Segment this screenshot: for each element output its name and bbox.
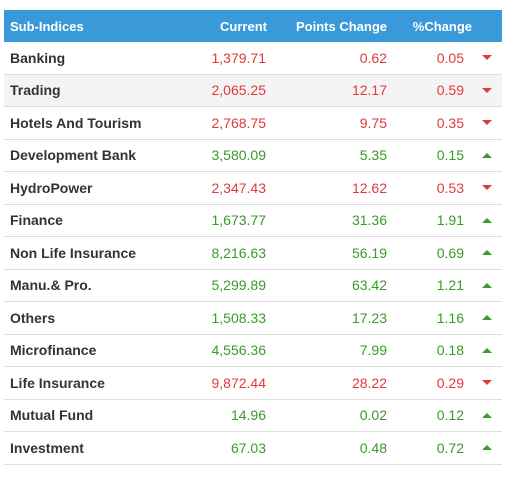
row-pct-change: 1.21 [436, 277, 464, 294]
row-current: 14.96 [230, 407, 266, 424]
row-current: 1,508.33 [211, 309, 267, 326]
header-points-change[interactable]: Points Change [295, 18, 387, 34]
row-current: 4,556.36 [211, 342, 267, 359]
table-row[interactable]: Finance 1,673.77 31.36 1.91 [4, 205, 502, 237]
header-pct-change[interactable]: %Change [412, 18, 472, 34]
row-name: Non Life Insurance [10, 244, 137, 261]
arrow-up-icon [480, 432, 494, 464]
sub-indices-table: Sub-Indices Current Points Change %Chang… [4, 10, 502, 465]
row-current: 3,580.09 [211, 147, 267, 164]
header-sub-indices[interactable]: Sub-Indices [10, 18, 84, 34]
table-row[interactable]: Hotels And Tourism 2,768.75 9.75 0.35 [4, 107, 502, 140]
row-points-change: 12.62 [351, 179, 387, 196]
table-row[interactable]: Mutual Fund 14.96 0.02 0.12 [4, 400, 502, 432]
row-points-change: 56.19 [351, 244, 387, 261]
row-points-change: 0.02 [359, 407, 387, 424]
row-name: Finance [10, 212, 63, 229]
row-points-change: 17.23 [351, 309, 387, 326]
row-pct-change: 0.12 [436, 407, 464, 424]
arrow-up-icon [480, 237, 494, 269]
row-pct-change: 0.53 [436, 179, 464, 196]
arrow-down-icon [480, 75, 494, 107]
row-points-change: 28.22 [351, 374, 387, 391]
row-current: 9,872.44 [211, 374, 267, 391]
row-points-change: 12.17 [351, 82, 387, 99]
arrow-up-icon [480, 400, 494, 432]
row-current: 8,216.63 [211, 244, 267, 261]
table-row[interactable]: Development Bank 3,580.09 5.35 0.15 [4, 140, 502, 172]
row-current: 2,347.43 [211, 179, 267, 196]
table-body: Banking 1,379.71 0.62 0.05 Trading 2,065.25 12… [4, 42, 502, 465]
row-pct-change: 0.35 [436, 114, 464, 131]
arrow-down-icon [480, 42, 494, 74]
row-points-change: 63.42 [351, 277, 387, 294]
row-points-change: 0.48 [359, 439, 387, 456]
header-current[interactable]: Current [220, 18, 267, 34]
table-row[interactable]: Banking 1,379.71 0.62 0.05 [4, 42, 502, 75]
row-current: 1,379.71 [211, 49, 267, 66]
row-current: 2,768.75 [211, 114, 267, 131]
row-name: Others [10, 309, 56, 326]
arrow-down-icon [480, 367, 494, 399]
table-row[interactable]: Microfinance 4,556.36 7.99 0.18 [4, 335, 502, 367]
table-row[interactable]: HydroPower 2,347.43 12.62 0.53 [4, 172, 502, 205]
row-points-change: 31.36 [351, 212, 387, 229]
row-name: HydroPower [10, 179, 93, 196]
row-pct-change: 1.16 [436, 309, 464, 326]
table-row[interactable]: Trading 2,065.25 12.17 0.59 [4, 74, 502, 107]
row-points-change: 7.99 [359, 342, 387, 359]
row-pct-change: 0.72 [436, 439, 464, 456]
row-current: 2,065.25 [211, 82, 267, 99]
row-current: 1,673.77 [211, 212, 267, 229]
arrow-up-icon [480, 205, 494, 237]
row-name: Microfinance [10, 342, 97, 359]
arrow-up-icon [480, 302, 494, 334]
arrow-down-icon [480, 107, 494, 139]
row-name: Mutual Fund [10, 407, 94, 424]
row-current: 67.03 [230, 439, 266, 456]
row-points-change: 0.62 [359, 49, 387, 66]
row-name: Life Insurance [10, 374, 105, 391]
row-points-change: 9.75 [359, 114, 387, 131]
row-name: Hotels And Tourism [10, 114, 142, 131]
row-name: Manu.& Pro. [10, 277, 92, 294]
row-current: 5,299.89 [211, 277, 267, 294]
row-pct-change: 0.29 [436, 374, 464, 391]
row-name: Investment [10, 439, 84, 456]
arrow-down-icon [480, 172, 494, 204]
row-points-change: 5.35 [359, 147, 387, 164]
table-row[interactable]: Others 1,508.33 17.23 1.16 [4, 302, 502, 335]
table-row[interactable]: Non Life Insurance 8,216.63 56.19 0.69 [4, 237, 502, 270]
row-pct-change: 0.69 [436, 244, 464, 261]
table-row[interactable]: Investment 67.03 0.48 0.72 [4, 432, 502, 465]
row-name: Trading [10, 82, 61, 99]
table-row[interactable]: Life Insurance 9,872.44 28.22 0.29 [4, 367, 502, 400]
row-pct-change: 0.05 [436, 49, 464, 66]
arrow-up-icon [480, 270, 494, 302]
row-pct-change: 1.91 [436, 212, 464, 229]
table-header: Sub-Indices Current Points Change %Chang… [4, 10, 502, 42]
row-pct-change: 0.15 [436, 147, 464, 164]
row-name: Development Bank [10, 147, 137, 164]
table-row[interactable]: Manu.& Pro. 5,299.89 63.42 1.21 [4, 270, 502, 302]
arrow-up-icon [480, 335, 494, 367]
row-name: Banking [10, 49, 66, 66]
arrow-up-icon [480, 140, 494, 172]
row-pct-change: 0.59 [436, 82, 464, 99]
row-pct-change: 0.18 [436, 342, 464, 359]
